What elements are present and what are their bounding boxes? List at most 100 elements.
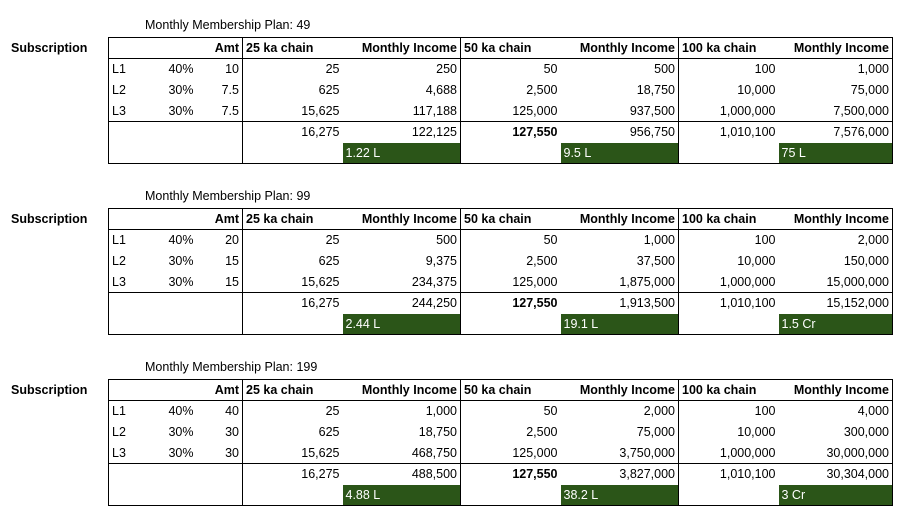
level-row: L2 30% 15 625 9,375 2,500 37,500 10,000 … bbox=[109, 250, 893, 272]
plan-block: Monthly Membership Plan: 49 Subscription… bbox=[0, 18, 920, 178]
income50-cell: 18,750 bbox=[636, 83, 675, 97]
level-row: L3 30% 7.5 15,625 117,188 125,000 937,50… bbox=[109, 100, 893, 122]
income50-cell: 37,500 bbox=[636, 254, 675, 268]
chain25-cell: 25 bbox=[242, 400, 343, 422]
chain50-cell: 125,000 bbox=[460, 271, 561, 293]
level-row: L1 40% 10 25 250 50 500 100 1,000 bbox=[109, 58, 893, 80]
plan-title: Monthly Membership Plan: 99 bbox=[145, 189, 311, 203]
summary-100-chain: 3 Cr bbox=[778, 484, 893, 506]
chain25-cell: 15,625 bbox=[242, 271, 343, 293]
income25-cell: 18,750 bbox=[418, 425, 457, 439]
summary-blank bbox=[678, 484, 779, 506]
chain100-cell: 1,000,000 bbox=[678, 100, 779, 122]
summary-50-chain: 38.2 L bbox=[560, 484, 679, 506]
income25-cell: 117,188 bbox=[412, 103, 457, 118]
plan-title: Monthly Membership Plan: 49 bbox=[145, 18, 311, 32]
percent-cell: 30% bbox=[168, 103, 194, 118]
amt-cell: 15 bbox=[225, 254, 239, 268]
summary-blank bbox=[460, 484, 561, 506]
income25-cell: 234,375 bbox=[411, 274, 457, 289]
level-cell: L1 bbox=[112, 404, 126, 419]
chain25-cell: 625 bbox=[242, 421, 343, 443]
total-income-100: 30,304,000 bbox=[778, 463, 893, 485]
total-row: 16,275 488,500 127,550 3,827,000 1,010,1… bbox=[108, 463, 893, 485]
income100-cell: 75,000 bbox=[850, 83, 889, 97]
header-blank bbox=[146, 208, 197, 230]
header-monthly-income-100: Monthly Income bbox=[778, 379, 893, 401]
total-income-25: 488,500 bbox=[342, 463, 461, 485]
summary-blank bbox=[109, 143, 243, 164]
chain100-cell: 1,000,000 bbox=[678, 271, 779, 293]
level-cell: L2 bbox=[112, 254, 126, 268]
percent-cell: 30% bbox=[168, 274, 194, 289]
income100-cell: 1,000 bbox=[857, 62, 889, 77]
level-row: L1 40% 20 25 500 50 1,000 100 2,000 bbox=[109, 229, 893, 251]
income50-cell: 75,000 bbox=[636, 425, 675, 439]
header-50-chain: 50 ka chain bbox=[460, 37, 561, 59]
total-50-chain: 127,550 bbox=[460, 292, 561, 314]
level-cell: L3 bbox=[112, 445, 126, 460]
summary-blank bbox=[678, 142, 779, 164]
header-amt: Amt bbox=[196, 208, 243, 230]
level-cell: L1 bbox=[112, 62, 126, 77]
summary-blank bbox=[109, 314, 243, 335]
amt-cell: 30 bbox=[225, 445, 239, 460]
chain25-cell: 25 bbox=[242, 58, 343, 80]
income50-cell: 500 bbox=[654, 62, 675, 77]
percent-cell: 40% bbox=[168, 404, 194, 419]
summary-blank bbox=[460, 313, 561, 335]
header-amt: Amt bbox=[196, 37, 243, 59]
subscription-label: Subscription bbox=[11, 41, 88, 55]
subscription-label: Subscription bbox=[11, 383, 88, 397]
header-blank bbox=[108, 208, 147, 230]
total-100-chain: 1,010,100 bbox=[678, 292, 779, 314]
summary-blank bbox=[678, 313, 779, 335]
header-blank bbox=[108, 379, 147, 401]
header-100-chain: 100 ka chain bbox=[678, 208, 779, 230]
amt-cell: 7.5 bbox=[221, 103, 239, 118]
income50-cell: 3,750,000 bbox=[619, 445, 675, 460]
chain25-cell: 25 bbox=[242, 229, 343, 251]
total-blank bbox=[108, 292, 243, 314]
plan-block: Monthly Membership Plan: 199 Subscriptio… bbox=[0, 360, 920, 520]
percent-cell: 40% bbox=[168, 62, 194, 77]
total-income-50: 3,827,000 bbox=[560, 463, 679, 485]
income25-cell: 4,688 bbox=[425, 83, 457, 97]
header-100-chain: 100 ka chain bbox=[678, 379, 779, 401]
chain100-cell: 100 bbox=[678, 229, 779, 251]
summary-25-chain: 2.44 L bbox=[342, 313, 461, 335]
chain100-cell: 10,000 bbox=[678, 421, 779, 443]
header-row: Amt 25 ka chain Monthly Income 50 ka cha… bbox=[108, 379, 893, 401]
percent-cell: 30% bbox=[168, 425, 194, 439]
summary-blank bbox=[109, 485, 243, 506]
plan-table: Amt 25 ka chain Monthly Income 50 ka cha… bbox=[108, 37, 893, 164]
header-monthly-income-100: Monthly Income bbox=[778, 37, 893, 59]
chain25-cell: 625 bbox=[242, 250, 343, 272]
total-25-chain: 16,275 bbox=[242, 121, 343, 143]
chain50-cell: 2,500 bbox=[460, 79, 561, 101]
header-25-chain: 25 ka chain bbox=[242, 208, 343, 230]
header-100-chain: 100 ka chain bbox=[678, 37, 779, 59]
income25-cell: 250 bbox=[436, 62, 457, 77]
amt-cell: 15 bbox=[225, 274, 239, 289]
header-blank bbox=[146, 37, 197, 59]
header-monthly-income-25: Monthly Income bbox=[342, 379, 461, 401]
chain50-cell: 125,000 bbox=[460, 442, 561, 464]
header-monthly-income-100: Monthly Income bbox=[778, 208, 893, 230]
header-monthly-income-25: Monthly Income bbox=[342, 208, 461, 230]
amt-cell: 20 bbox=[225, 233, 239, 248]
total-50-chain: 127,550 bbox=[460, 121, 561, 143]
summary-25-chain: 1.22 L bbox=[342, 142, 461, 164]
chain50-cell: 50 bbox=[460, 229, 561, 251]
chain50-cell: 2,500 bbox=[460, 421, 561, 443]
level-row: L2 30% 30 625 18,750 2,500 75,000 10,000… bbox=[109, 421, 893, 443]
total-row: 16,275 122,125 127,550 956,750 1,010,100… bbox=[108, 121, 893, 143]
total-25-chain: 16,275 bbox=[242, 463, 343, 485]
level-row: L1 40% 40 25 1,000 50 2,000 100 4,000 bbox=[109, 400, 893, 422]
summary-blank bbox=[242, 484, 343, 506]
level-row: L3 30% 30 15,625 468,750 125,000 3,750,0… bbox=[109, 442, 893, 464]
income50-cell: 1,875,000 bbox=[619, 274, 675, 289]
income100-cell: 15,000,000 bbox=[826, 274, 889, 289]
summary-blank bbox=[460, 142, 561, 164]
plan-table: Amt 25 ka chain Monthly Income 50 ka cha… bbox=[108, 208, 893, 335]
